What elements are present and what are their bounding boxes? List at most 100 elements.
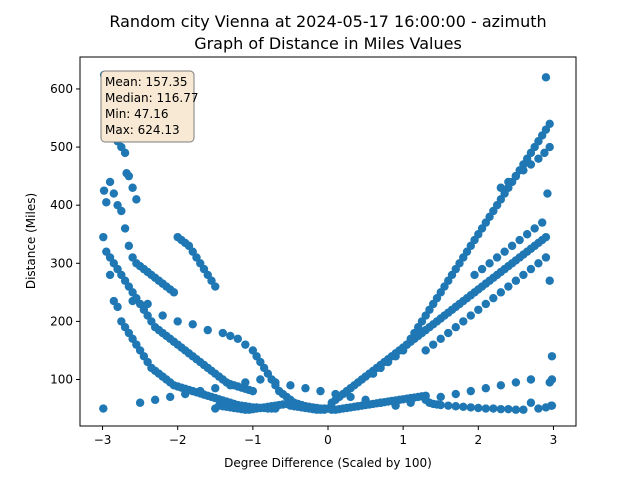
scatter-point bbox=[534, 404, 543, 413]
scatter-point bbox=[99, 232, 108, 242]
scatter-point bbox=[522, 230, 532, 239]
scatter-point bbox=[537, 218, 547, 227]
scatter-point bbox=[128, 296, 137, 306]
stats-box-background bbox=[100, 70, 195, 143]
scatter-point bbox=[203, 325, 212, 335]
x-tick-label: 0 bbox=[324, 433, 332, 447]
scatter-point bbox=[105, 177, 115, 187]
scatter-point bbox=[541, 253, 551, 262]
scatter-point bbox=[421, 395, 430, 405]
y-tick-label: 100 bbox=[50, 373, 73, 387]
scatter-point bbox=[376, 363, 385, 373]
scatter-point bbox=[504, 177, 513, 187]
stats-median: Median: 116.77 bbox=[105, 91, 199, 105]
scatter-point bbox=[132, 195, 141, 204]
chart-title-line1: Random city Vienna at 2024-05-17 16:00:0… bbox=[109, 12, 546, 31]
stats-min: Min: 47.16 bbox=[105, 107, 169, 121]
scatter-point bbox=[511, 378, 521, 387]
scatter-point bbox=[470, 270, 479, 280]
scatter-point bbox=[150, 395, 160, 405]
scatter-point bbox=[99, 186, 109, 195]
scatter-point bbox=[485, 259, 494, 268]
scatter-point bbox=[346, 392, 355, 402]
scatter-point bbox=[444, 328, 453, 338]
scatter-point bbox=[286, 381, 295, 390]
x-axis-label: Degree Difference (Scaled by 100) bbox=[224, 456, 432, 470]
chart-title-line2: Graph of Distance in Miles Values bbox=[194, 34, 462, 53]
x-tick-label: −3 bbox=[94, 433, 112, 447]
scatter-point bbox=[444, 401, 453, 410]
stats-mean: Mean: 157.35 bbox=[105, 75, 188, 89]
scatter-point bbox=[481, 404, 491, 413]
scatter-point bbox=[474, 305, 483, 314]
scatter-point bbox=[496, 381, 506, 390]
scatter-point bbox=[124, 241, 134, 251]
scatter-point bbox=[241, 340, 250, 349]
scatter-point bbox=[489, 404, 498, 413]
scatter-point bbox=[102, 198, 111, 207]
y-tick-label: 600 bbox=[50, 82, 73, 96]
x-tick-label: 3 bbox=[550, 433, 558, 447]
scatter-point bbox=[165, 392, 175, 402]
scatter-point bbox=[526, 160, 536, 169]
scatter-point bbox=[436, 400, 445, 410]
x-tick-label: 1 bbox=[399, 433, 407, 447]
y-tick-label: 400 bbox=[50, 198, 73, 212]
scatter-point bbox=[451, 323, 460, 332]
stats-max: Max: 624.13 bbox=[105, 123, 180, 137]
scatter-point bbox=[120, 148, 130, 158]
scatter-point bbox=[519, 166, 528, 175]
stats-box: Mean: 157.35 Median: 116.77 Min: 47.16 M… bbox=[100, 70, 199, 143]
scatter-point bbox=[534, 259, 543, 268]
scatter-point bbox=[233, 334, 243, 344]
y-tick-label: 500 bbox=[50, 140, 73, 154]
scatter-point bbox=[196, 386, 205, 396]
scatter-point bbox=[109, 189, 119, 198]
scatter-point bbox=[511, 276, 521, 285]
scatter-point bbox=[436, 334, 445, 344]
points-layer bbox=[99, 70, 557, 414]
scatter-point bbox=[519, 405, 528, 414]
scatter-point bbox=[320, 405, 329, 414]
scatter-point bbox=[459, 402, 468, 412]
scatter-point bbox=[211, 282, 220, 291]
x-axis-ticks: −3 −2 −1 0 1 2 3 bbox=[94, 426, 558, 447]
scatter-point bbox=[391, 401, 400, 410]
scatter-point bbox=[451, 402, 460, 411]
scatter-point bbox=[489, 293, 498, 303]
scatter-point bbox=[547, 352, 557, 361]
scatter-point bbox=[466, 386, 475, 396]
scatter-point bbox=[511, 171, 521, 181]
scatter-point bbox=[316, 386, 325, 396]
scatter-point bbox=[507, 241, 517, 251]
scatter-point bbox=[173, 317, 182, 326]
scatter-point bbox=[120, 224, 130, 233]
scatter-point bbox=[117, 206, 126, 216]
scatter-point bbox=[543, 189, 552, 198]
y-tick-label: 300 bbox=[50, 256, 73, 270]
scatter-point bbox=[211, 384, 220, 393]
scatter-point bbox=[248, 386, 258, 396]
scatter-point bbox=[113, 302, 122, 312]
scatter-point bbox=[526, 264, 536, 274]
scatter-point bbox=[376, 398, 385, 407]
y-axis-ticks: 100 200 300 400 500 600 bbox=[50, 82, 80, 387]
scatter-point bbox=[124, 171, 134, 181]
scatter-point bbox=[226, 381, 235, 390]
y-tick-label: 200 bbox=[50, 314, 73, 328]
scatter-point bbox=[504, 404, 513, 414]
scatter-point bbox=[429, 340, 438, 349]
scatter-point bbox=[391, 352, 400, 361]
scatter-point bbox=[481, 299, 491, 309]
scatter-point bbox=[169, 288, 179, 297]
scatter-point bbox=[541, 73, 551, 82]
scatter-point bbox=[545, 119, 554, 129]
scatter-point bbox=[421, 346, 430, 355]
scatter-point bbox=[545, 276, 554, 285]
scatter-point bbox=[301, 384, 310, 393]
scatter-point bbox=[383, 357, 393, 367]
scatter-point bbox=[526, 398, 536, 407]
scatter-point bbox=[466, 403, 475, 412]
scatter-point bbox=[128, 183, 137, 192]
